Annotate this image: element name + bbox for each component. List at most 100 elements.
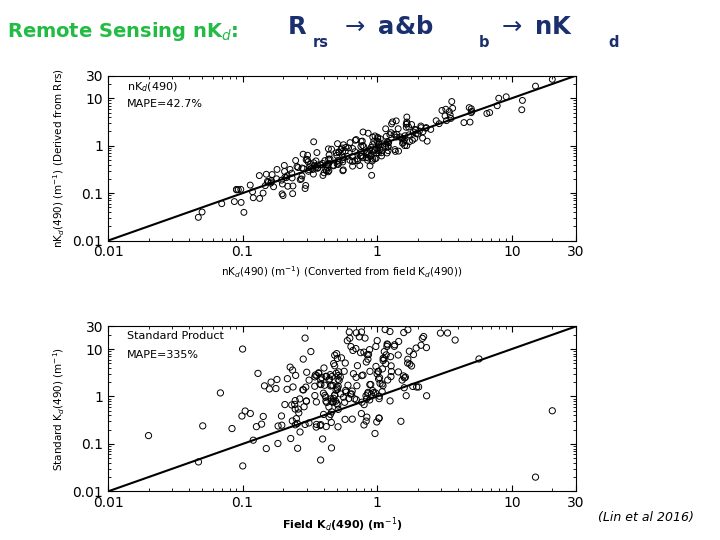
- Point: [420, 343, 432, 352]
- Point: [382, 340, 393, 348]
- Point: [289, 396, 301, 405]
- Point: [266, 178, 277, 186]
- Point: [284, 363, 296, 372]
- Point: [546, 407, 558, 415]
- Point: [300, 397, 312, 406]
- Point: [315, 375, 326, 384]
- Point: [446, 97, 457, 106]
- Point: [329, 361, 341, 370]
- Point: [343, 144, 354, 152]
- Point: [380, 143, 392, 152]
- Point: [331, 349, 343, 358]
- Point: [382, 137, 393, 146]
- Point: [386, 119, 397, 128]
- Point: [370, 154, 382, 163]
- Point: [473, 355, 485, 363]
- Point: [336, 145, 347, 154]
- Point: [265, 179, 276, 187]
- X-axis label: Field K$_d$(490) (m$^{-1}$): Field K$_d$(490) (m$^{-1}$): [282, 516, 402, 535]
- Point: [296, 164, 307, 172]
- Point: [382, 148, 393, 157]
- Point: [300, 181, 312, 190]
- Point: [291, 414, 302, 423]
- Point: [361, 350, 373, 359]
- Point: [374, 134, 386, 143]
- Point: [464, 118, 476, 126]
- Point: [400, 123, 412, 132]
- Point: [309, 392, 320, 400]
- Point: [235, 185, 246, 194]
- Point: [339, 398, 351, 407]
- Point: [366, 157, 378, 165]
- Point: [226, 424, 238, 433]
- Point: [343, 394, 354, 403]
- Point: [380, 125, 392, 133]
- Point: [333, 382, 344, 390]
- Point: [351, 135, 362, 144]
- Point: [344, 156, 356, 165]
- Point: [251, 422, 262, 431]
- Point: [328, 397, 339, 406]
- Point: [348, 369, 359, 378]
- Point: [397, 134, 409, 143]
- Point: [320, 393, 331, 402]
- Point: [318, 363, 330, 372]
- Point: [338, 140, 349, 149]
- Point: [395, 133, 406, 141]
- Point: [231, 186, 243, 194]
- Point: [307, 170, 319, 178]
- Point: [356, 137, 367, 146]
- Point: [307, 165, 318, 174]
- Point: [410, 125, 421, 134]
- Point: [317, 159, 328, 167]
- Point: [319, 391, 330, 400]
- Point: [377, 387, 388, 396]
- Point: [268, 183, 279, 191]
- Point: [286, 401, 297, 409]
- Point: [369, 429, 381, 438]
- Point: [372, 134, 384, 143]
- Point: [339, 415, 351, 424]
- Point: [407, 382, 418, 391]
- Point: [331, 383, 343, 392]
- Point: [346, 390, 357, 399]
- Point: [341, 336, 353, 345]
- Point: [320, 397, 332, 406]
- Point: [442, 329, 454, 338]
- Point: [320, 166, 332, 175]
- Point: [356, 398, 368, 407]
- Point: [365, 143, 377, 152]
- Point: [261, 444, 272, 453]
- Point: [347, 346, 359, 355]
- Point: [398, 328, 410, 337]
- Point: [300, 184, 311, 193]
- Point: [341, 152, 353, 161]
- Point: [333, 405, 344, 414]
- Point: [305, 164, 317, 173]
- Point: [366, 171, 377, 180]
- Point: [421, 392, 433, 400]
- Point: [362, 129, 374, 138]
- Point: [263, 178, 274, 186]
- Point: [361, 156, 373, 165]
- Point: [368, 137, 379, 146]
- Point: [238, 208, 250, 217]
- Point: [414, 127, 426, 136]
- Point: [333, 147, 345, 156]
- Point: [346, 387, 358, 395]
- Point: [402, 359, 413, 367]
- Point: [340, 147, 351, 156]
- Point: [356, 328, 367, 336]
- Point: [325, 370, 336, 379]
- Point: [312, 164, 324, 172]
- Point: [444, 107, 455, 116]
- Point: [484, 109, 495, 117]
- Point: [376, 152, 387, 160]
- Point: [402, 326, 413, 334]
- Point: [464, 103, 475, 112]
- Point: [310, 397, 322, 406]
- Text: d: d: [608, 35, 619, 50]
- Point: [406, 362, 418, 370]
- Point: [335, 390, 346, 399]
- Point: [332, 156, 343, 165]
